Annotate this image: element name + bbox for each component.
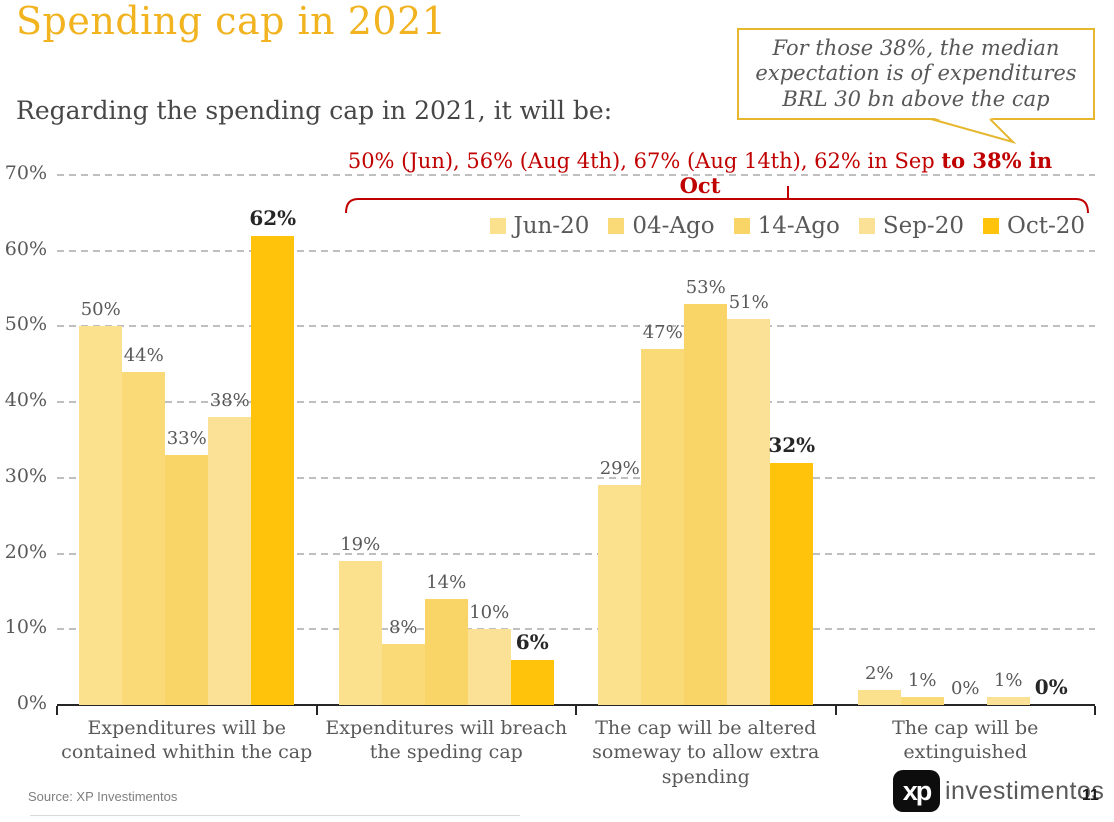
chart-legend: Jun-20 04-Ago 14-Ago Sep-20 Oct-20 [489, 213, 1085, 239]
gridline [57, 476, 1095, 479]
legend-label: Oct-20 [1006, 213, 1085, 239]
xp-logo: xp investimentos [893, 770, 1104, 812]
x-axis-tick [315, 706, 318, 715]
legend-swatch-icon [858, 218, 875, 234]
y-axis-tick-label: 0% [16, 692, 47, 714]
source-note: Source: XP Investimentos [28, 789, 178, 804]
callout-text: For those 38%, the median expectation is… [755, 35, 1077, 111]
bar-value-label: 0% [1034, 675, 1068, 699]
bar-value-label: 19% [340, 534, 381, 556]
gridline [57, 552, 1095, 555]
y-axis-tick-label: 60% [4, 237, 47, 260]
y-axis-tick-label: 40% [4, 389, 47, 412]
bar-04-Ago-2 [641, 349, 685, 705]
bar-value-label: 2% [864, 662, 894, 684]
bar-value-label: 10% [469, 602, 510, 624]
bar-Sep-20-0 [208, 417, 252, 705]
bar-value-label: 1% [907, 670, 937, 692]
x-axis-tick [834, 706, 837, 715]
xp-logo-text: xp [902, 775, 932, 806]
bar-value-label: 44% [123, 344, 164, 366]
bar-value-label: 14% [426, 572, 467, 593]
category-label: Expenditures will be contained whithin t… [61, 717, 313, 764]
bar-value-label: 51% [728, 291, 769, 313]
legend-swatch-icon [489, 218, 506, 234]
bar-Jun-20-2 [598, 485, 642, 705]
bar-Oct-20-2 [770, 462, 814, 705]
xp-logo-mark: xp [893, 770, 940, 812]
legend-item-Jun-20: Jun-20 [489, 213, 590, 239]
legend-label: 04-Ago [632, 213, 715, 239]
bar-value-label: 50% [80, 299, 121, 321]
bar-14-Ago-2 [684, 303, 728, 705]
x-axis-tick [56, 706, 58, 715]
bar-value-label: 0% [950, 678, 980, 699]
legend-swatch-icon [982, 218, 999, 234]
brace-bracket-icon [345, 186, 1089, 214]
legend-item-Sep-20: Sep-20 [858, 213, 964, 239]
page-number: 11 [1082, 787, 1099, 804]
bar-value-label: 62% [249, 205, 297, 230]
bar-value-label: 32% [768, 432, 816, 457]
legend-item-Oct-20: Oct-20 [982, 213, 1085, 239]
bar-Jun-20-3 [857, 689, 901, 705]
y-axis-tick-label: 70% [4, 162, 47, 184]
y-axis-tick-label: 30% [4, 464, 47, 487]
bar-14-Ago-0 [165, 455, 209, 705]
trend-annotation-regular: 50% (Jun), 56% (Aug 4th), 67% (Aug 14th)… [347, 149, 942, 173]
legend-item-14-Ago: 14-Ago [733, 213, 840, 239]
brand-name: investimentos [945, 776, 1105, 805]
bar-value-label: 47% [642, 322, 683, 344]
bar-value-label: 33% [166, 428, 207, 450]
bar-value-label: 8% [388, 617, 418, 639]
legend-swatch-icon [733, 218, 750, 234]
bar-Jun-20-0 [79, 326, 123, 705]
gridline [57, 628, 1095, 631]
category-label: Expenditures will breach the speding cap [325, 717, 568, 764]
bar-Sep-20-2 [727, 318, 771, 705]
y-axis-tick-label: 50% [4, 313, 47, 336]
bar-value-label: 6% [515, 629, 549, 654]
bar-Sep-20-1 [467, 629, 511, 705]
legend-label: Jun-20 [513, 213, 590, 239]
y-axis-tick-label: 20% [4, 540, 47, 563]
bar-Oct-20-1 [510, 659, 554, 705]
bar-value-label: 1% [993, 670, 1023, 692]
page-title: Spending cap in 2021 [16, 0, 447, 43]
bar-value-label: 29% [599, 458, 640, 480]
legend-label: Sep-20 [882, 213, 964, 239]
callout-box: For those 38%, the median expectation is… [737, 28, 1095, 120]
bar-04-Ago-1 [381, 644, 425, 705]
trend-annotation: 50% (Jun), 56% (Aug 4th), 67% (Aug 14th)… [330, 148, 1070, 198]
chart-question: Regarding the spending cap in 2021, it w… [16, 96, 613, 125]
category-label: The cap will be altered someway to allow… [592, 717, 820, 788]
y-axis-tick-label: 10% [4, 616, 47, 639]
gridline [57, 174, 1095, 176]
bar-Sep-20-3 [986, 697, 1030, 705]
bar-Oct-20-0 [251, 235, 295, 705]
bar-14-Ago-1 [424, 599, 468, 705]
bottom-border-line [30, 815, 520, 816]
callout-tail-icon [930, 117, 1017, 144]
legend-label: 14-Ago [757, 213, 840, 239]
legend-swatch-icon [608, 218, 625, 234]
bar-Jun-20-1 [338, 561, 382, 705]
bar-value-label: 38% [209, 390, 250, 412]
x-axis-line [57, 704, 1095, 706]
gridline [57, 249, 1095, 252]
gridline [57, 401, 1095, 404]
x-axis-tick [575, 706, 577, 715]
category-label: The cap will be extinguished [892, 717, 1039, 764]
bar-value-label: 53% [685, 276, 726, 298]
bar-04-Ago-0 [122, 371, 166, 705]
gridline [57, 325, 1095, 328]
x-axis-tick [1094, 706, 1096, 715]
bar-04-Ago-3 [900, 697, 944, 705]
trend-annotation-bold: to 38% in Oct [679, 148, 1053, 198]
legend-item-04-Ago: 04-Ago [608, 213, 715, 239]
